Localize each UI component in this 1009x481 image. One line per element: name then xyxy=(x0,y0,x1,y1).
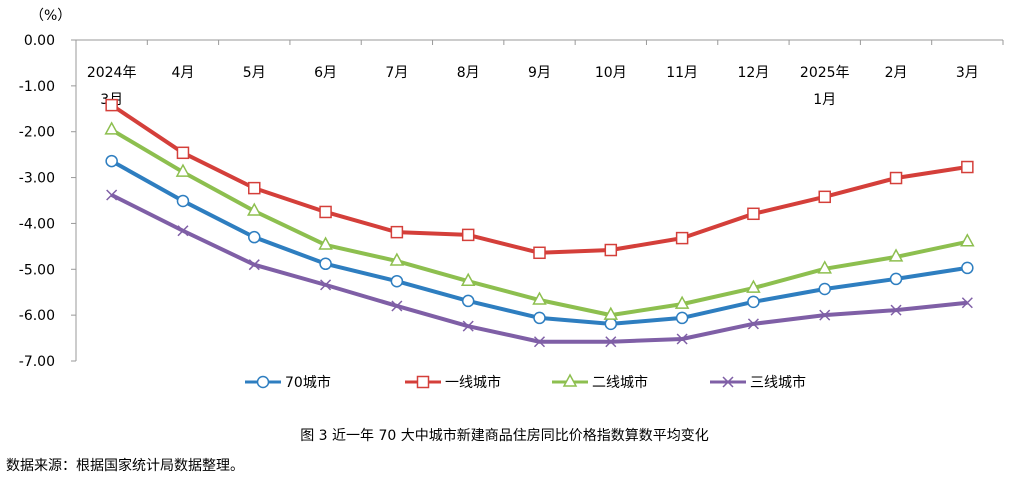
marker-triangle xyxy=(532,291,547,305)
y-tick-label: -1.00 xyxy=(19,79,55,95)
marker-square xyxy=(461,228,475,242)
marker-x xyxy=(462,320,474,332)
marker-circle xyxy=(461,294,475,308)
marker-triangle xyxy=(389,252,405,266)
marker-x xyxy=(177,225,189,237)
marker-x xyxy=(106,189,118,201)
marker-circle xyxy=(105,154,118,168)
x-tick-label: 4月 xyxy=(172,65,195,81)
marker-circle xyxy=(176,194,190,208)
marker-square xyxy=(604,243,618,257)
marker-x xyxy=(961,297,973,309)
marker-triangle xyxy=(603,306,619,320)
y-tick-label: 0.00 xyxy=(24,33,55,49)
y-tick-label: -7.00 xyxy=(19,354,55,370)
marker-square xyxy=(747,207,760,221)
marker-square xyxy=(176,146,190,160)
marker-square xyxy=(390,225,404,239)
y-tick-label: -4.00 xyxy=(19,216,55,232)
marker-x xyxy=(391,300,403,312)
marker-triangle xyxy=(562,373,578,387)
y-tick-label: -3.00 xyxy=(19,171,55,187)
marker-circle xyxy=(533,311,546,325)
line-chart: （%） 0.00 -1.00 -2.00 -3.00 -4.00 -5.00 -6.00 -7.… xyxy=(19,8,1004,391)
x-tick-label: 2025年 xyxy=(800,65,850,81)
marker-square xyxy=(319,205,332,219)
marker-square xyxy=(961,160,974,174)
marker-circle xyxy=(604,317,618,331)
marker-x xyxy=(722,376,734,388)
marker-x xyxy=(320,279,332,291)
marker-x xyxy=(890,304,902,316)
legend-label: 三线城市 xyxy=(750,374,806,391)
marker-x xyxy=(533,336,546,348)
marker-x xyxy=(747,318,759,330)
x-tick-label: 6月 xyxy=(314,65,337,81)
x-tick-label: 10月 xyxy=(595,65,627,81)
marker-circle xyxy=(248,230,261,244)
marker-circle xyxy=(889,272,903,286)
legend-label: 70城市 xyxy=(285,374,331,391)
marker-circle xyxy=(390,274,404,288)
marker-x xyxy=(819,309,831,321)
data-source-note: 数据来源：根据国家统计局数据整理。 xyxy=(6,458,244,474)
marker-triangle xyxy=(888,248,904,262)
marker-triangle xyxy=(960,233,975,247)
x-tick-label: 1月 xyxy=(813,92,836,108)
marker-x xyxy=(248,259,260,271)
marker-triangle xyxy=(460,272,476,286)
x-tick-label: 3月 xyxy=(956,65,979,81)
marker-square xyxy=(416,375,430,389)
marker-triangle xyxy=(247,202,262,216)
x-tick-label: 2月 xyxy=(885,65,908,81)
marker-x xyxy=(605,336,617,348)
x-tick-label: 8月 xyxy=(457,65,480,81)
marker-square xyxy=(818,190,831,204)
x-tick-label: 5月 xyxy=(243,65,266,81)
series-square: 一线城市 xyxy=(105,98,974,391)
legend-label: 一线城市 xyxy=(445,374,501,391)
marker-triangle xyxy=(175,163,191,177)
marker-circle xyxy=(256,375,270,389)
series-x: 三线城市 xyxy=(106,189,973,391)
legend-label: 二线城市 xyxy=(592,374,648,391)
y-axis-label: （%） xyxy=(30,8,71,24)
marker-square xyxy=(105,98,118,112)
x-tick-label: 11月 xyxy=(666,65,698,81)
marker-triangle xyxy=(817,260,832,274)
marker-square xyxy=(675,231,689,245)
chart-title: 图 3 近一年 70 大中城市新建商品住房同比价格指数算数平均变化 xyxy=(300,428,709,444)
marker-circle xyxy=(961,261,974,275)
marker-triangle xyxy=(746,279,761,293)
marker-square xyxy=(889,171,903,185)
series-circle: 70城市 xyxy=(105,154,974,391)
y-tick-label: -6.00 xyxy=(19,308,55,324)
marker-circle xyxy=(747,295,760,309)
y-tick-label: -5.00 xyxy=(19,262,55,278)
x-tick-label: 12月 xyxy=(738,65,770,81)
marker-triangle xyxy=(318,236,333,250)
marker-circle xyxy=(675,311,689,325)
y-tick-label: -2.00 xyxy=(19,125,55,141)
x-tick-label: 9月 xyxy=(528,65,551,81)
marker-square xyxy=(248,181,261,195)
x-tick-label: 7月 xyxy=(385,65,408,81)
marker-triangle xyxy=(674,295,690,309)
marker-circle xyxy=(319,257,332,271)
marker-triangle xyxy=(104,121,119,135)
marker-circle xyxy=(818,282,831,296)
x-tick-label: 2024年 xyxy=(87,65,137,81)
marker-x xyxy=(676,333,688,345)
series-triangle: 二线城市 xyxy=(104,121,975,391)
marker-square xyxy=(533,246,546,260)
